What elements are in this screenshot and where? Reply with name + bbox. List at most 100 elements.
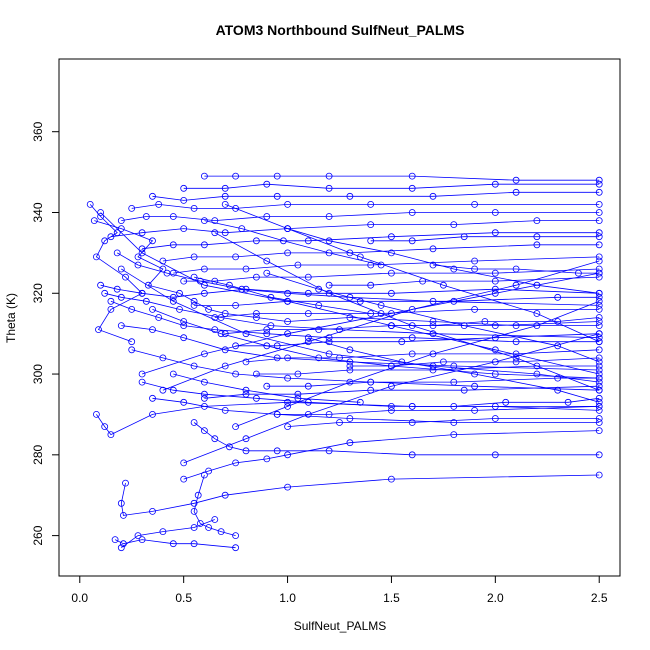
data-point	[325, 338, 333, 346]
series-line	[152, 191, 600, 201]
data-point	[284, 451, 292, 459]
data-point	[595, 338, 603, 346]
data-point	[284, 402, 292, 410]
data-point	[595, 370, 603, 378]
data-point	[169, 241, 177, 249]
data-point	[533, 281, 541, 289]
data-point	[205, 524, 213, 531]
data-point	[429, 350, 437, 358]
data-point	[595, 419, 603, 426]
data-point	[134, 253, 142, 261]
data-point	[200, 350, 208, 358]
data-point	[279, 237, 287, 245]
data-point	[128, 338, 136, 346]
data-point	[169, 293, 177, 301]
data-point	[144, 281, 152, 289]
data-point	[450, 221, 458, 229]
data-point	[142, 297, 150, 305]
data-point	[367, 281, 375, 289]
data-point	[595, 200, 603, 208]
data-point	[325, 184, 333, 192]
data-point	[595, 180, 603, 188]
data-point	[491, 269, 499, 277]
y-tick-label: 320	[31, 283, 45, 303]
data-point	[200, 394, 208, 402]
data-point	[387, 322, 395, 330]
data-point	[439, 281, 447, 289]
series-line	[193, 474, 236, 536]
series-line	[329, 276, 600, 286]
data-point	[263, 342, 271, 350]
data-point	[190, 507, 198, 515]
data-point	[196, 520, 204, 527]
series-line	[173, 373, 361, 403]
data-point	[325, 213, 333, 220]
series-line	[193, 422, 600, 456]
data-point	[512, 338, 520, 346]
data-point	[533, 233, 541, 241]
data-point	[238, 225, 246, 233]
data-point	[460, 322, 468, 330]
data-point	[533, 310, 541, 317]
data-point	[211, 516, 219, 523]
data-point	[190, 253, 198, 261]
series-line	[183, 268, 600, 282]
series-line	[121, 325, 600, 371]
data-point	[512, 322, 520, 330]
data-point	[221, 229, 229, 237]
data-point	[138, 378, 146, 386]
data-point	[595, 257, 603, 265]
data-point	[491, 229, 499, 237]
data-point	[155, 200, 163, 208]
data-point	[512, 281, 520, 289]
data-point	[273, 354, 281, 362]
series-line	[162, 244, 600, 262]
data-point	[211, 229, 219, 237]
y-tick-label: 260	[31, 525, 45, 545]
data-point	[398, 338, 406, 346]
data-point	[377, 301, 385, 309]
data-point	[481, 318, 489, 325]
data-point	[149, 507, 156, 515]
data-point	[117, 217, 125, 225]
y-tick-label: 300	[31, 364, 45, 384]
data-point	[225, 281, 233, 289]
data-point	[284, 330, 292, 338]
data-point	[190, 540, 198, 548]
data-point	[232, 370, 240, 378]
x-tick-label: 1.5	[383, 591, 400, 605]
plot-frame	[58, 58, 621, 577]
data-point	[346, 249, 354, 257]
data-point	[315, 285, 323, 293]
data-point	[232, 301, 240, 309]
data-point	[595, 293, 603, 301]
data-point	[117, 499, 125, 507]
data-point	[169, 370, 177, 378]
data-point	[294, 370, 302, 378]
data-point	[190, 524, 198, 531]
data-point	[304, 310, 312, 317]
data-point	[232, 459, 240, 467]
data-point	[554, 374, 562, 382]
data-point	[533, 362, 541, 370]
data-point	[101, 289, 109, 297]
series-line	[121, 519, 215, 549]
series-line	[183, 430, 600, 480]
data-point	[491, 180, 499, 188]
data-point	[377, 310, 385, 317]
data-point	[211, 326, 219, 334]
data-point	[122, 479, 129, 487]
data-point	[128, 346, 136, 354]
series-line	[266, 377, 600, 387]
data-point	[346, 362, 354, 370]
data-point	[194, 491, 202, 499]
data-point	[387, 362, 395, 370]
data-point	[95, 326, 102, 334]
data-point	[315, 354, 323, 362]
data-point	[408, 419, 416, 426]
data-point	[200, 378, 208, 386]
data-point	[533, 241, 541, 249]
data-point	[190, 204, 198, 212]
data-point	[111, 536, 119, 543]
data-point	[387, 402, 395, 410]
